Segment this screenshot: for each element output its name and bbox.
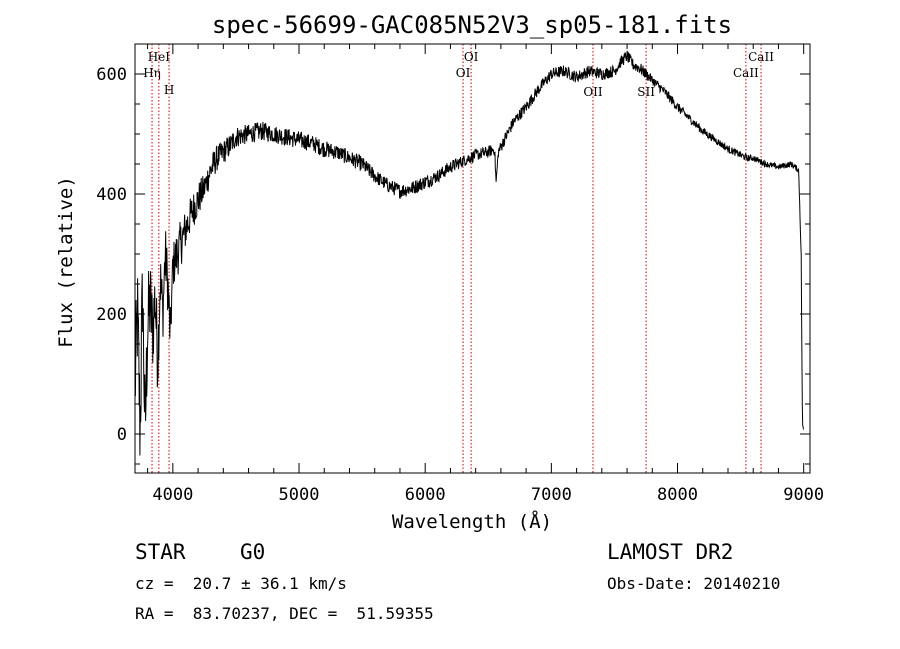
x-tick-label: 9000 [783,485,824,505]
survey-name: LAMOST DR2 [607,540,734,564]
x-tick-label: 6000 [405,485,446,505]
line-marker-label: Hη [143,66,161,80]
y-axis-ticks: 0 200 400 600 [96,43,810,465]
line-marker-label: SII [637,85,655,99]
line-marker-label: OI [456,66,471,80]
spectrum-series [134,50,804,456]
x-tick-label: 8000 [657,485,698,505]
x-axis-label: Wavelength (Å) [392,510,552,533]
line-marker-label: CaII [748,50,774,64]
x-tick-label: 7000 [531,485,572,505]
y-axis-label: Flux (relative) [55,176,77,348]
line-marker-label: OII [583,85,603,99]
spectral-line-markers: Hη HeI H OI OI OII SII CaII CaII [143,44,774,473]
plot-frame [134,43,811,474]
y-tick-label: 200 [96,305,127,325]
observation-date: Obs-Date: 20140210 [607,574,781,593]
x-tick-label: 5000 [279,485,320,505]
line-marker-label: CaII [733,66,759,80]
spectrum-line [134,50,804,456]
line-marker-label: HeI [148,50,171,64]
line-marker-label: OI [464,50,479,64]
redshift-readout: cz = 20.7 ± 36.1 km/s [135,574,347,593]
coordinates-readout: RA = 83.70237, DEC = 51.59355 [135,604,434,623]
y-tick-label: 0 [117,425,127,445]
x-tick-label: 4000 [152,485,193,505]
x-axis-ticks: 4000 5000 6000 7000 8000 9000 [147,44,824,505]
chart-title: spec-56699-GAC085N52V3_sp05-181.fits [212,11,732,39]
subclass: G0 [240,540,266,564]
y-tick-label: 400 [96,185,127,205]
line-marker-label: H [164,83,174,97]
y-tick-label: 600 [96,65,127,85]
object-class: STAR [135,540,186,564]
